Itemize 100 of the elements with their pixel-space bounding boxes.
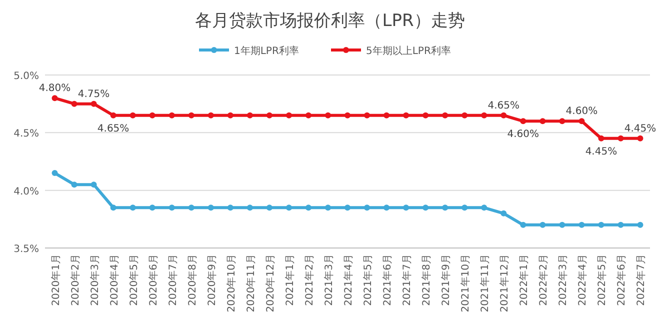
x-tick-label: 2021年4月 [342,254,354,306]
point [500,210,507,216]
x-tick-label: 2022年2月 [538,254,550,306]
point [208,204,214,211]
point [540,118,546,124]
point [168,112,175,118]
point [305,112,312,118]
point [598,222,604,228]
point [364,204,370,211]
point [305,204,312,211]
x-tick-label: 2021年5月 [362,254,374,306]
x-tick-label: 2021年3月 [322,254,335,306]
point [364,112,370,118]
legend-label: 1年期LPR利率 [234,45,299,57]
x-tick-label: 2022年3月 [557,254,570,306]
point [324,204,331,211]
x-tick-label: 2022年6月 [616,254,628,306]
point [598,135,604,142]
point [90,182,97,188]
point [384,204,390,211]
x-tick-label: 2020年10月 [225,254,238,312]
x-tick-label: 2020年9月 [206,254,218,306]
point [422,204,429,211]
point [462,112,468,118]
point [578,222,585,228]
data-label: 4.80% [38,83,71,94]
point [540,222,546,228]
point [422,112,429,118]
point [90,100,97,107]
point [130,204,136,211]
point [442,112,448,118]
x-tick-label: 2022年1月 [518,254,530,306]
x-tick-label: 2022年4月 [576,254,589,306]
x-tick-label: 2020年6月 [147,254,160,306]
y-tick-label: 5.0% [14,71,39,82]
point [266,204,272,211]
point [618,222,624,228]
data-label: 4.65% [488,100,520,112]
point [578,118,585,124]
point [52,95,58,102]
point [52,170,58,176]
x-tick-label: 2020年1月 [50,254,62,306]
point [110,204,116,211]
point [618,135,624,142]
data-label: 4.75% [78,88,110,100]
x-tick-label: 2020年12月 [264,254,276,312]
point [208,112,214,118]
point [227,112,234,118]
point [227,204,234,211]
x-tick-label: 2021年10月 [460,254,472,312]
chart-title: 各月贷款市场报价利率（LPR）走势 [195,11,465,31]
data-label: 4.45% [624,123,656,134]
point [246,112,253,118]
point [637,222,644,228]
y-tick-label: 3.5% [14,244,39,255]
point [520,118,526,124]
data-label: 4.45% [585,146,618,158]
point [266,112,272,118]
x-tick-label: 2022年7月 [635,254,648,306]
point [520,222,526,228]
x-tick-label: 2021年2月 [303,254,316,306]
point [130,112,136,118]
point [637,135,644,142]
point [246,204,253,211]
data-label: 4.65% [97,123,130,134]
point [71,182,78,188]
y-tick-label: 4.0% [14,186,39,198]
x-tick-label: 2020年2月 [69,254,82,306]
point [403,204,410,211]
x-tick-label: 2021年1月 [284,254,296,306]
x-tick-label: 2022年5月 [596,254,608,306]
point [442,204,448,211]
point [500,112,507,118]
point [188,112,194,118]
point [481,112,488,118]
point [559,118,566,124]
x-tick-label: 2021年6月 [382,254,394,306]
x-tick-label: 2021年12月 [498,254,511,312]
point [149,112,156,118]
point [110,112,116,118]
point [324,112,331,118]
x-tick-label: 2020年4月 [108,254,120,306]
legend-label: 5年期以上LPR利率 [366,45,451,57]
point [559,222,566,228]
x-tick-label: 2020年8月 [186,254,198,306]
data-label: 4.60% [566,106,598,118]
x-tick-label: 2021年11月 [479,254,492,312]
x-tick-label: 2020年3月 [88,254,101,306]
x-tick-label: 2020年7月 [166,254,179,306]
point [344,204,350,211]
point [481,204,488,211]
y-tick-label: 4.5% [14,128,39,140]
point [462,204,468,211]
x-tick-label: 2021年8月 [420,254,433,306]
point [286,204,292,211]
point [403,112,410,118]
data-label: 4.60% [507,129,540,140]
point [188,204,194,211]
point [168,204,175,211]
x-tick-label: 2020年11月 [244,254,257,312]
